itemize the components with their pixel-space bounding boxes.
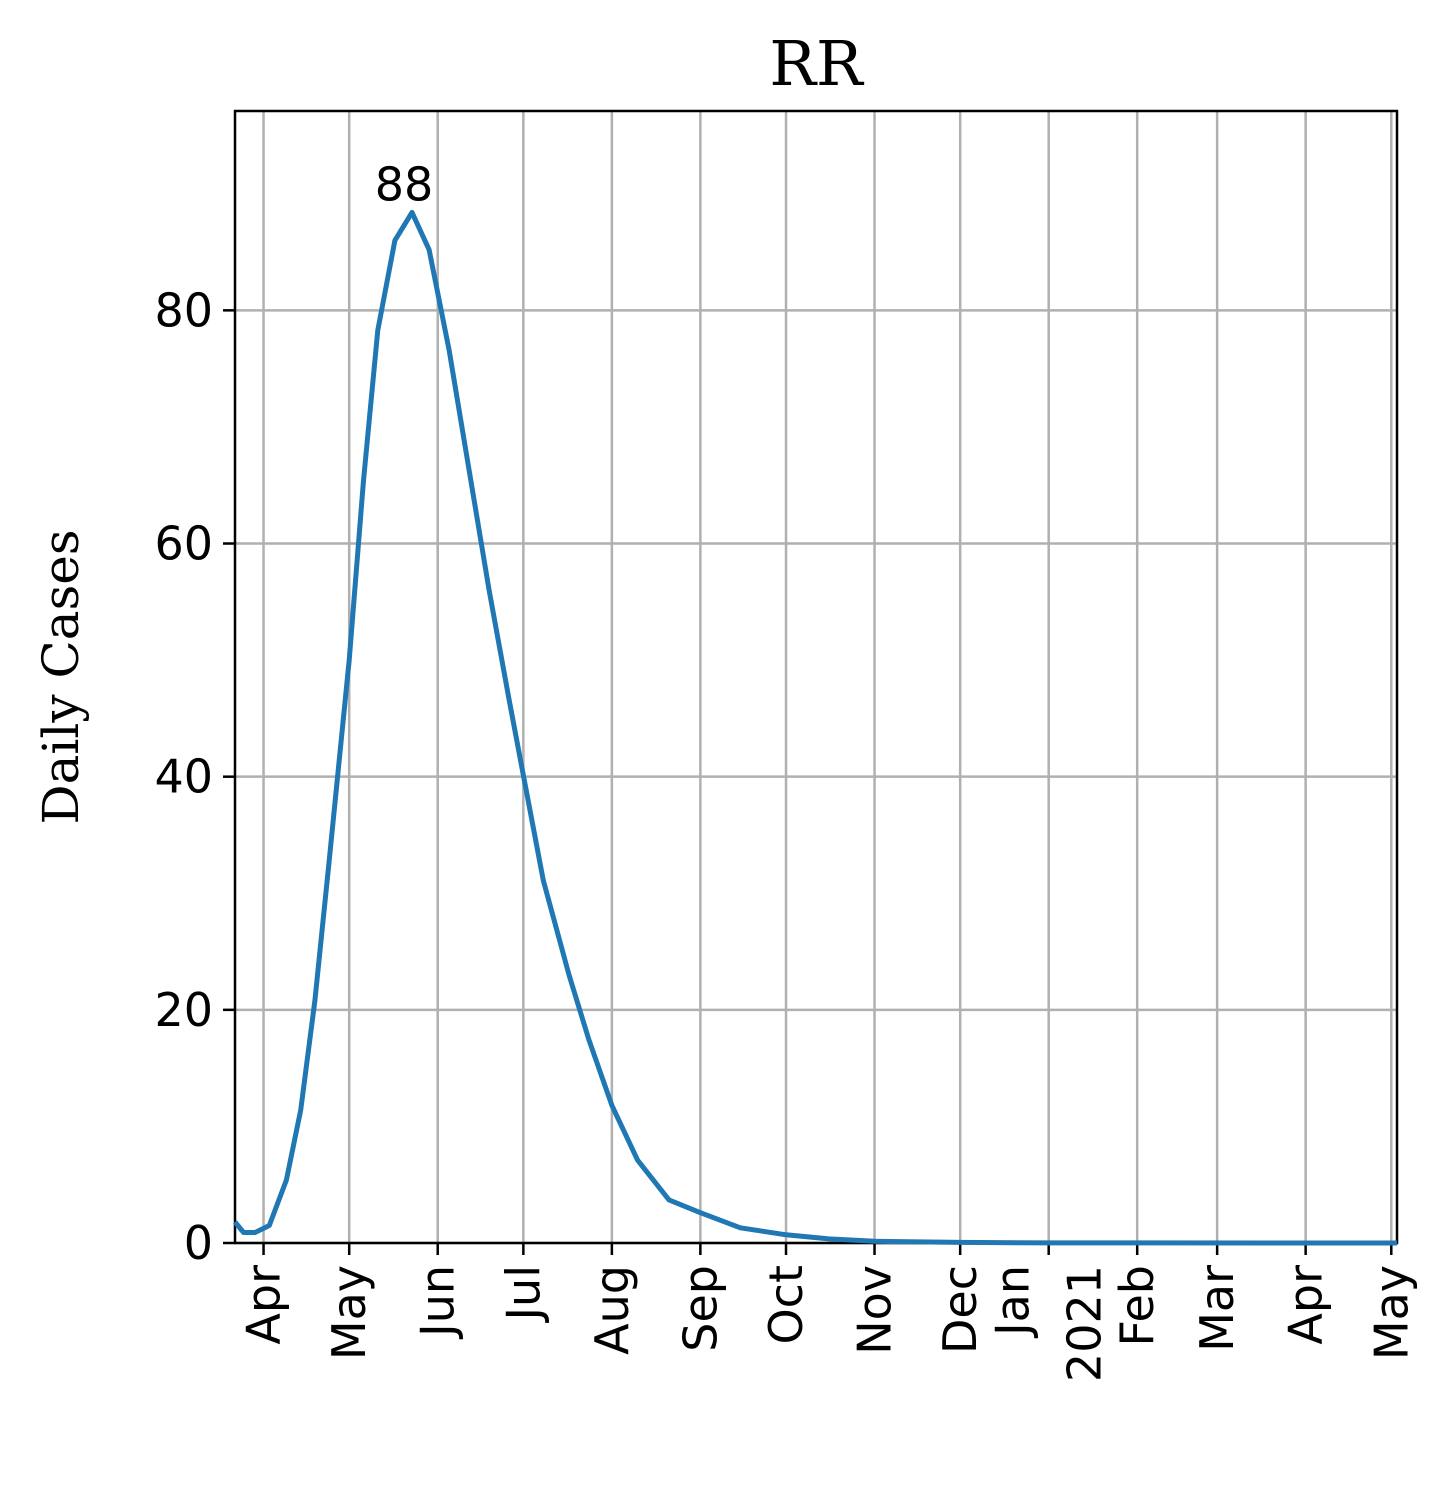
- y-tick-label: 40: [154, 750, 213, 804]
- y-axis-label: Daily Cases: [32, 530, 90, 825]
- x-tick-label: Jul: [496, 1265, 550, 1324]
- x-tick-label: Nov: [848, 1265, 902, 1355]
- x-tick-label: May: [1364, 1265, 1418, 1360]
- x-tick-label: Aug: [585, 1265, 639, 1355]
- y-tick-label: 80: [154, 283, 213, 337]
- annotation: 88: [375, 157, 434, 211]
- y-tick-label: 60: [154, 517, 213, 571]
- y-tick-label: 0: [184, 1216, 213, 1270]
- line: [233, 209, 1398, 1246]
- x-tick-label: Apr: [237, 1265, 291, 1345]
- x-tick-label: Sep: [673, 1265, 727, 1352]
- x-tick-label: Jun: [411, 1265, 465, 1340]
- x-tick-label: Feb: [1110, 1265, 1164, 1346]
- chart-title: RR: [769, 27, 865, 100]
- x-tick-label: Dec: [933, 1265, 987, 1354]
- x-tick-label: Mar: [1190, 1265, 1244, 1352]
- y-tick-label: 20: [154, 983, 213, 1037]
- x-tick-label: Apr: [1279, 1265, 1333, 1345]
- x-tick-label: Oct: [759, 1265, 813, 1345]
- x-tick-label: Jan: [986, 1265, 1040, 1339]
- x-tick-label: 2021: [1058, 1265, 1112, 1382]
- plot-frame: [233, 109, 1399, 1245]
- x-tick-label: May: [322, 1265, 376, 1360]
